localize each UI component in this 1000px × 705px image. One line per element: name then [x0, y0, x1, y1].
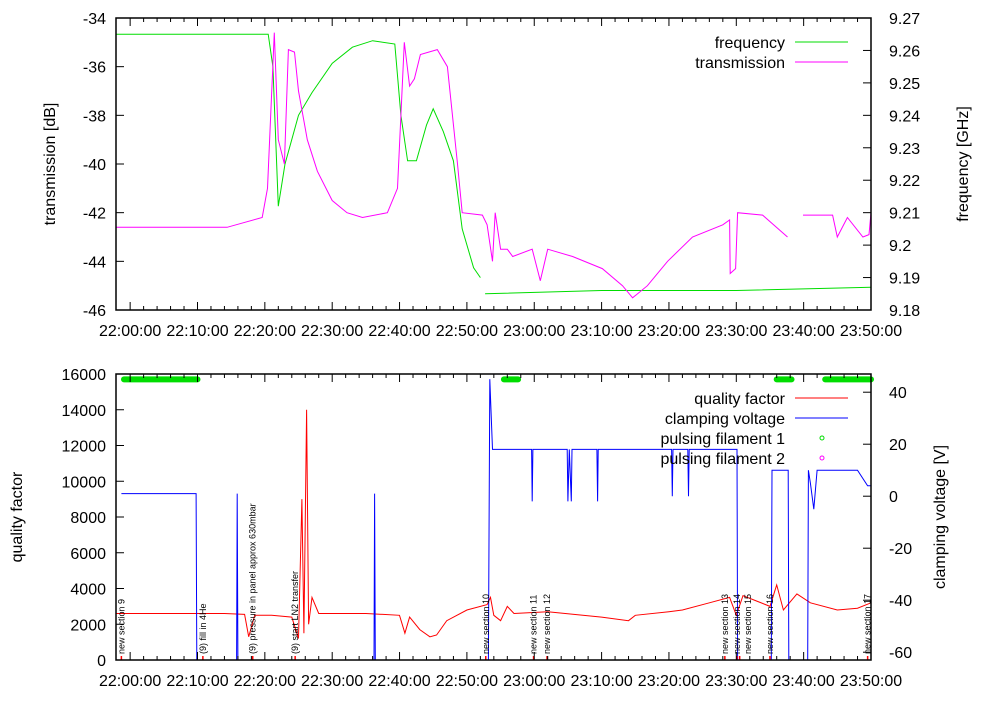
x-tick-label: 23:10:00	[570, 673, 632, 690]
legend-label: pulsing filament 2	[660, 451, 785, 468]
x-tick-label: 23:00:00	[503, 323, 565, 340]
y-tick-label: 12000	[62, 439, 107, 456]
annotation-label: new section 10	[481, 594, 491, 654]
y-tick-label: 14000	[62, 403, 107, 420]
annotation-label: new section 14	[732, 594, 742, 654]
y2-tick-label: 9.24	[889, 108, 920, 125]
x-tick-label: 23:50:00	[840, 323, 902, 340]
series-line-transmission	[116, 32, 872, 299]
annotation-label: new section 13	[720, 594, 730, 654]
y-axis-label: transmission [dB]	[42, 103, 59, 226]
y-tick-label: -42	[83, 206, 106, 223]
legend-label: quality factor	[694, 391, 785, 408]
x-tick-label: 22:50:00	[436, 323, 498, 340]
x-tick-label: 22:30:00	[301, 323, 363, 340]
y2-tick-label: -20	[889, 541, 912, 558]
x-tick-label: 23:50:00	[840, 673, 902, 690]
legend-label: clamping voltage	[665, 411, 785, 428]
y2-tick-label: 9.26	[889, 43, 920, 60]
y2-tick-label: 9.18	[889, 303, 920, 320]
y-tick-label: 0	[97, 653, 106, 670]
legend-label: pulsing filament 1	[660, 431, 785, 448]
y-tick-label: -36	[83, 60, 106, 77]
y2-tick-label: 9.23	[889, 141, 920, 158]
y2-tick-label: 9.27	[889, 11, 920, 28]
x-tick-label: 22:10:00	[166, 673, 228, 690]
y-tick-label: -34	[83, 11, 106, 28]
y2-tick-label: 9.19	[889, 271, 920, 288]
y-tick-label: -44	[83, 254, 106, 271]
y-axis-label: quality factor	[9, 471, 26, 562]
y2-tick-label: 9.21	[889, 206, 920, 223]
y-tick-label: 2000	[70, 617, 106, 634]
annotation-label: new section 15	[743, 594, 753, 654]
x-tick-label: 23:10:00	[570, 323, 632, 340]
x-tick-label: 23:30:00	[705, 323, 767, 340]
x-tick-label: 23:20:00	[638, 323, 700, 340]
legend-label: transmission	[695, 55, 785, 72]
y2-tick-label: 20	[889, 437, 907, 454]
x-tick-label: 22:50:00	[436, 673, 498, 690]
bottom-panel: new section 9 (9) fill in 4He (9) pressure…	[9, 367, 949, 690]
y2-axis-label: clamping voltage [V]	[932, 445, 949, 589]
series-line-frequency	[116, 33, 872, 295]
y2-tick-label: -60	[889, 645, 912, 662]
y-tick-label: 16000	[62, 367, 107, 384]
y2-axis-label: frequency [GHz]	[955, 106, 972, 222]
y2-tick-label: 0	[889, 489, 898, 506]
x-tick-label: 23:40:00	[773, 673, 835, 690]
annotation-label: (9) start LN2 transfer	[290, 571, 300, 654]
x-tick-label: 22:30:00	[301, 673, 363, 690]
y-tick-label: 10000	[62, 474, 107, 491]
top-panel: 22:00:00 22:10:00 22:20:00 22:30:00 22:40:00…	[42, 11, 972, 340]
legend-swatch	[819, 455, 825, 461]
x-tick-label: 22:20:00	[234, 323, 296, 340]
y-tick-label: 4000	[70, 582, 106, 599]
annotation-label: new section 17	[863, 594, 873, 654]
y-tick-label: -46	[83, 303, 106, 320]
annotation-label: new section 11	[529, 595, 539, 654]
y2-tick-label: -40	[889, 593, 912, 610]
legend-label: frequency	[715, 35, 785, 52]
x-tick-label: 22:20:00	[234, 673, 296, 690]
x-tick-label: 22:40:00	[368, 323, 430, 340]
y-tick-label: 8000	[70, 510, 106, 527]
x-tick-label: 23:00:00	[503, 673, 565, 690]
annotation-label: (9) fill in 4He	[198, 603, 208, 654]
x-tick-label: 23:40:00	[773, 323, 835, 340]
y2-tick-label: 9.25	[889, 76, 920, 93]
legend-swatch	[819, 435, 825, 441]
annotation-label: new section 16	[765, 594, 775, 654]
x-tick-label: 22:00:00	[99, 323, 161, 340]
y-tick-label: -38	[83, 108, 106, 125]
y-tick-label: -40	[83, 157, 106, 174]
x-tick-label: 22:40:00	[368, 673, 430, 690]
annotation-label: (9) pressure in panel approx 630mbar	[248, 503, 258, 654]
y2-tick-label: 9.22	[889, 173, 920, 190]
annotation-label: new section 12	[542, 594, 552, 654]
annotation-label: new section 9	[116, 599, 126, 654]
x-tick-label: 23:30:00	[705, 673, 767, 690]
x-tick-label: 22:00:00	[99, 673, 161, 690]
x-tick-label: 22:10:00	[166, 323, 228, 340]
y2-tick-label: 40	[889, 385, 907, 402]
y-tick-label: 6000	[70, 546, 106, 563]
y2-tick-label: 9.2	[889, 238, 911, 255]
x-tick-label: 23:20:00	[638, 673, 700, 690]
